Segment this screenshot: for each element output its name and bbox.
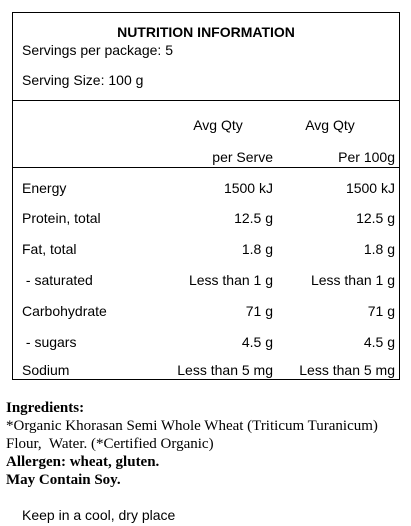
per-100g-value: Less than 1 g: [310, 272, 395, 288]
per-100g-value: 4.5 g: [363, 334, 395, 350]
row-label: Fat, total: [22, 241, 77, 257]
row-label: - sugars: [22, 334, 77, 350]
storage: Keep in a cool, dry place: [22, 507, 176, 523]
per-serve-value: Less than 5 mg: [177, 362, 273, 378]
ingredients-heading: Ingredients:: [6, 400, 85, 416]
per-100g-value: 12.5 g: [356, 210, 395, 226]
servings: Servings per package: 5: [22, 42, 173, 58]
column-unit: Per 100g: [338, 149, 395, 165]
row-label: Energy: [22, 180, 67, 196]
row-label: Protein, total: [22, 210, 101, 226]
column-heading: Avg Qty: [305, 117, 355, 133]
per-100g-value: Less than 5 mg: [299, 362, 395, 378]
ingredients-line: Flour, Water. (*Certified Organic): [6, 436, 214, 452]
row-label: Sodium: [22, 362, 70, 378]
column-unit: per Serve: [212, 149, 273, 165]
per-serve-value: 71 g: [245, 303, 273, 319]
allergen: Allergen: wheat, gluten.: [6, 454, 160, 470]
may-contain: May Contain Soy.: [6, 472, 121, 488]
nutrition-panel: [12, 12, 400, 380]
divider: [12, 167, 400, 168]
ingredients-line: *Organic Khorasan Semi Whole Wheat (Trit…: [6, 418, 378, 434]
panel-title: NUTRITION INFORMATION: [117, 24, 295, 40]
per-serve-value: 12.5 g: [234, 210, 273, 226]
serving-size: Serving Size: 100 g: [22, 72, 144, 88]
per-serve-value: 4.5 g: [241, 334, 273, 350]
divider: [12, 100, 400, 101]
per-100g-value: 1.8 g: [363, 241, 395, 257]
column-heading: Avg Qty: [193, 117, 243, 133]
per-serve-value: 1500 kJ: [223, 180, 273, 196]
per-100g-value: 71 g: [367, 303, 395, 319]
per-serve-value: 1.8 g: [241, 241, 273, 257]
per-serve-value: Less than 1 g: [188, 272, 273, 288]
per-100g-value: 1500 kJ: [345, 180, 395, 196]
row-label: - saturated: [22, 272, 93, 288]
row-label: Carbohydrate: [22, 303, 107, 319]
